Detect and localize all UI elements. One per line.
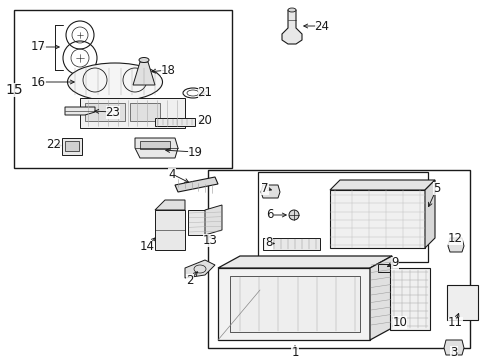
Polygon shape xyxy=(447,238,463,252)
Circle shape xyxy=(288,210,298,220)
Bar xyxy=(258,172,427,262)
Text: 24: 24 xyxy=(314,19,329,32)
Polygon shape xyxy=(229,276,359,332)
Polygon shape xyxy=(62,138,82,155)
Bar xyxy=(65,141,79,151)
Ellipse shape xyxy=(139,58,149,63)
Polygon shape xyxy=(184,260,215,278)
Ellipse shape xyxy=(67,63,162,101)
Polygon shape xyxy=(133,62,155,85)
Text: 23: 23 xyxy=(105,105,120,118)
Text: 3: 3 xyxy=(449,346,457,359)
Polygon shape xyxy=(329,190,424,248)
Text: 20: 20 xyxy=(197,113,212,126)
Text: 1: 1 xyxy=(291,346,298,359)
Bar xyxy=(130,103,160,121)
Bar xyxy=(140,141,170,149)
Bar xyxy=(85,103,125,121)
Polygon shape xyxy=(155,200,184,210)
Polygon shape xyxy=(218,268,369,340)
Polygon shape xyxy=(80,98,184,128)
Text: 17: 17 xyxy=(30,40,45,54)
Text: 8: 8 xyxy=(265,237,272,249)
Polygon shape xyxy=(218,256,391,268)
Bar xyxy=(207,170,469,348)
Text: 7: 7 xyxy=(261,181,268,194)
Text: 15: 15 xyxy=(5,83,22,97)
Polygon shape xyxy=(65,107,95,115)
Bar xyxy=(14,10,231,168)
Polygon shape xyxy=(263,238,319,250)
Text: 12: 12 xyxy=(447,231,462,244)
Text: 5: 5 xyxy=(432,181,440,194)
Text: 6: 6 xyxy=(265,208,273,221)
Ellipse shape xyxy=(287,8,295,12)
Polygon shape xyxy=(424,180,434,248)
Polygon shape xyxy=(329,180,434,190)
Polygon shape xyxy=(282,10,302,44)
Polygon shape xyxy=(204,205,222,235)
Polygon shape xyxy=(389,268,429,330)
Polygon shape xyxy=(187,210,204,235)
Text: 13: 13 xyxy=(202,234,217,247)
Text: 10: 10 xyxy=(392,315,407,328)
Polygon shape xyxy=(135,138,178,158)
Polygon shape xyxy=(155,118,195,126)
Polygon shape xyxy=(443,340,463,355)
Polygon shape xyxy=(446,285,477,320)
Polygon shape xyxy=(175,177,218,192)
Text: 2: 2 xyxy=(186,274,193,287)
Polygon shape xyxy=(261,185,280,198)
Text: 21: 21 xyxy=(197,86,212,99)
Text: 11: 11 xyxy=(447,316,462,329)
Text: 4: 4 xyxy=(168,167,175,180)
Polygon shape xyxy=(369,256,391,340)
Text: 9: 9 xyxy=(390,256,398,270)
Text: 14: 14 xyxy=(139,240,154,253)
Polygon shape xyxy=(377,264,389,272)
Polygon shape xyxy=(155,210,184,250)
Text: 18: 18 xyxy=(160,63,175,77)
Text: 19: 19 xyxy=(187,145,202,158)
Text: 22: 22 xyxy=(46,139,61,152)
Text: 16: 16 xyxy=(30,76,45,89)
